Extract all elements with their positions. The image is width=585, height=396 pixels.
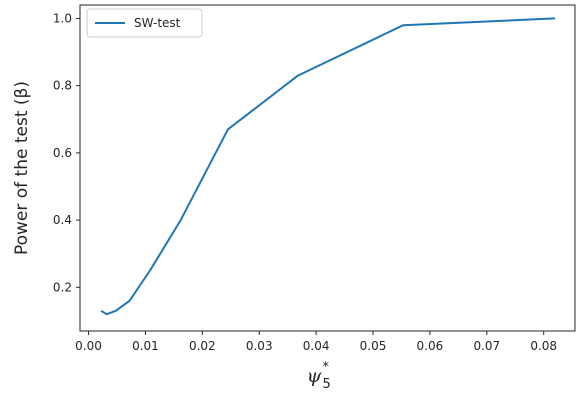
x-tick-label: 0.04: [303, 339, 330, 353]
x-axis-ticks: 0.00 0.01 0.02 0.03 0.04 0.05 0.06 0.07 0.08: [75, 331, 557, 353]
series-layer: [100, 17, 556, 316]
y-axis-ticks: 0.2 0.4 0.6 0.8 1.0: [53, 11, 80, 294]
x-tick-label: 0.00: [75, 339, 102, 353]
x-tick-label: 0.03: [246, 339, 273, 353]
plot-area: [79, 4, 576, 332]
y-axis-label: Power of the test (β): [12, 81, 32, 255]
y-tick-label: 0.2: [53, 280, 72, 294]
x-tick-label: 0.02: [189, 339, 216, 353]
x-axis-label-superscript: *: [323, 360, 330, 375]
x-axis-label-symbol: ψ: [307, 365, 323, 387]
x-tick-label: 0.07: [473, 339, 500, 353]
legend-label: SW-test: [134, 16, 181, 30]
x-tick-label: 0.08: [530, 339, 557, 353]
y-tick-label: 1.0: [53, 11, 72, 25]
y-tick-label: 0.8: [53, 79, 72, 93]
x-axis-label: ψ 5 *: [307, 360, 331, 392]
legend: SW-test: [86, 8, 203, 38]
x-tick-label: 0.01: [132, 339, 159, 353]
x-tick-label: 0.06: [417, 339, 444, 353]
y-tick-label: 0.6: [53, 146, 72, 160]
x-tick-label: 0.05: [360, 339, 387, 353]
legend-box: [86, 8, 203, 38]
y-tick-label: 0.4: [53, 213, 72, 227]
series-line: [100, 17, 556, 316]
x-axis-label-subscript: 5: [323, 377, 331, 392]
plot-frame: [79, 4, 576, 332]
